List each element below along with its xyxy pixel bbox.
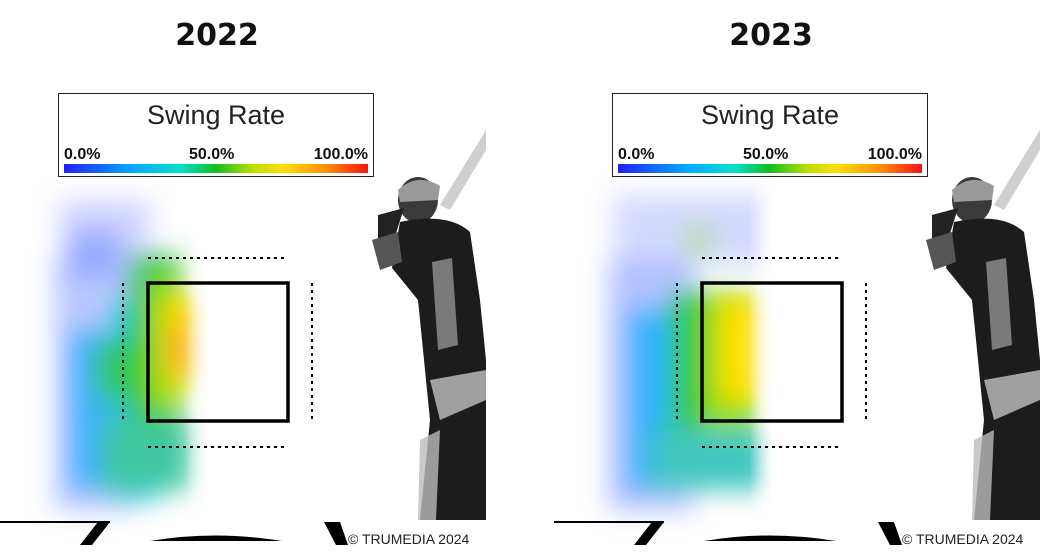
- strike-zone-2023: [676, 257, 867, 448]
- legend-title: Swing Rate: [146, 100, 286, 130]
- legend-tick-min: 0.0%: [64, 146, 101, 163]
- chart-2022: 2022 Swing Rate 0.0% 50.0% 100.0% © TRUM…: [0, 0, 528, 557]
- legend-tick-max: 100.0%: [313, 146, 368, 163]
- legend-title: Swing Rate: [700, 100, 840, 130]
- legend-tick-mid: 50.0%: [189, 146, 235, 163]
- batter-silhouette-2022: [372, 130, 486, 520]
- ground-2022: [0, 521, 348, 545]
- copyright-text: © TRUMEDIA 2024: [348, 531, 470, 547]
- legend-tick-max: 100.0%: [867, 146, 922, 163]
- heatmap-blobs-2022: [55, 200, 195, 510]
- ground-2023: [554, 521, 902, 545]
- heatmap-svg-2022: [0, 130, 486, 545]
- batter-silhouette-2023: [926, 130, 1040, 520]
- heatmap-svg-2023: [554, 130, 1040, 545]
- copyright-text: © TRUMEDIA 2024: [902, 531, 1024, 547]
- legend: Swing Rate 0.0% 50.0% 100.0%: [612, 93, 928, 177]
- legend: Swing Rate 0.0% 50.0% 100.0%: [58, 93, 374, 177]
- legend-tick-min: 0.0%: [618, 146, 655, 163]
- chart-title: 2022: [175, 18, 259, 53]
- legend-color-bar: [64, 164, 368, 173]
- chart-2023: 2023 Swing Rate 0.0% 50.0% 100.0% © TRUM…: [554, 0, 1057, 557]
- heatmap-blobs-2023: [609, 195, 774, 510]
- chart-title: 2023: [729, 18, 813, 53]
- legend-color-bar: [618, 164, 922, 173]
- legend-tick-mid: 50.0%: [743, 146, 789, 163]
- strike-zone-2022: [122, 257, 313, 448]
